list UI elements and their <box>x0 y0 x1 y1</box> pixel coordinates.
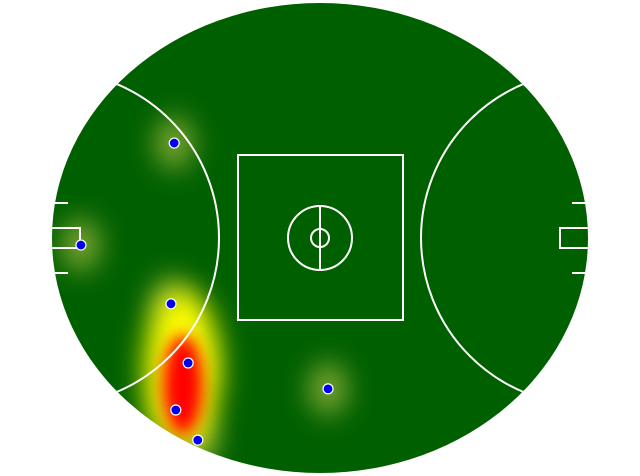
points <box>75 137 334 446</box>
arc-right <box>420 70 588 406</box>
point <box>322 383 334 395</box>
heat-red <box>163 335 203 435</box>
point <box>182 357 194 369</box>
centre-square <box>237 154 404 321</box>
point <box>168 137 180 149</box>
point <box>165 298 177 310</box>
point <box>75 239 87 251</box>
point <box>192 434 204 446</box>
point <box>170 404 182 416</box>
arc-left <box>52 70 220 406</box>
